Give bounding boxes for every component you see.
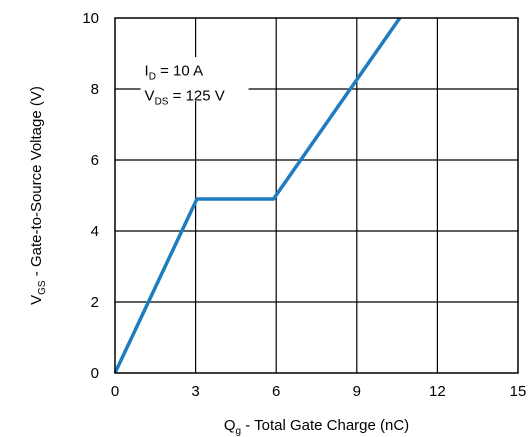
x-axis-title: Qg - Total Gate Charge (nC) <box>224 417 409 437</box>
annotation-drain-source-voltage-sub: DS <box>155 96 169 107</box>
x-tick-label: 15 <box>510 383 527 400</box>
y-axis-title-sub: GS <box>37 280 48 295</box>
x-axis-title-rest: - Total Gate Charge (nC) <box>241 417 409 434</box>
y-tick-labels: 0 2 4 6 8 10 <box>82 10 99 382</box>
y-tick-label: 8 <box>91 81 99 98</box>
annotation-drain-current-rest: = 10 A <box>156 63 203 80</box>
y-tick-label: 2 <box>91 294 99 311</box>
annotation-drain-current-sub: D <box>149 72 156 83</box>
x-tick-label: 12 <box>429 383 446 400</box>
x-axis-title-sub: g <box>235 426 241 437</box>
y-tick-label: 10 <box>82 10 99 27</box>
y-tick-label: 0 <box>91 365 99 382</box>
annotation-drain-current-main: I <box>145 63 149 80</box>
series-line <box>113 16 402 374</box>
y-axis-title: VGS - Gate-to-Source Voltage (V) <box>28 86 48 305</box>
annotation-drain-source-voltage-rest: = 125 V <box>168 87 224 104</box>
annotation-background <box>140 57 249 102</box>
x-tick-labels: 0 3 6 9 12 15 <box>111 383 527 400</box>
x-tick-label: 9 <box>353 383 361 400</box>
annotation-drain-source-voltage-main: V <box>145 87 155 104</box>
annotation-drain-source-voltage: VDS = 125 V <box>145 87 225 107</box>
y-tick-label: 4 <box>91 223 99 240</box>
y-axis-title-rest: - Gate-to-Source Voltage (V) <box>28 86 45 280</box>
annotation-drain-current: ID = 10 A <box>145 63 204 83</box>
x-tick-label: 0 <box>111 383 119 400</box>
x-tick-label: 6 <box>272 383 280 400</box>
plot-frame <box>114 17 519 374</box>
x-axis-title-main: Q <box>224 417 236 434</box>
x-tick-label: 3 <box>191 383 199 400</box>
series-layer <box>113 16 402 374</box>
y-axis-title-main: V <box>28 295 45 305</box>
y-tick-label: 6 <box>91 152 99 169</box>
